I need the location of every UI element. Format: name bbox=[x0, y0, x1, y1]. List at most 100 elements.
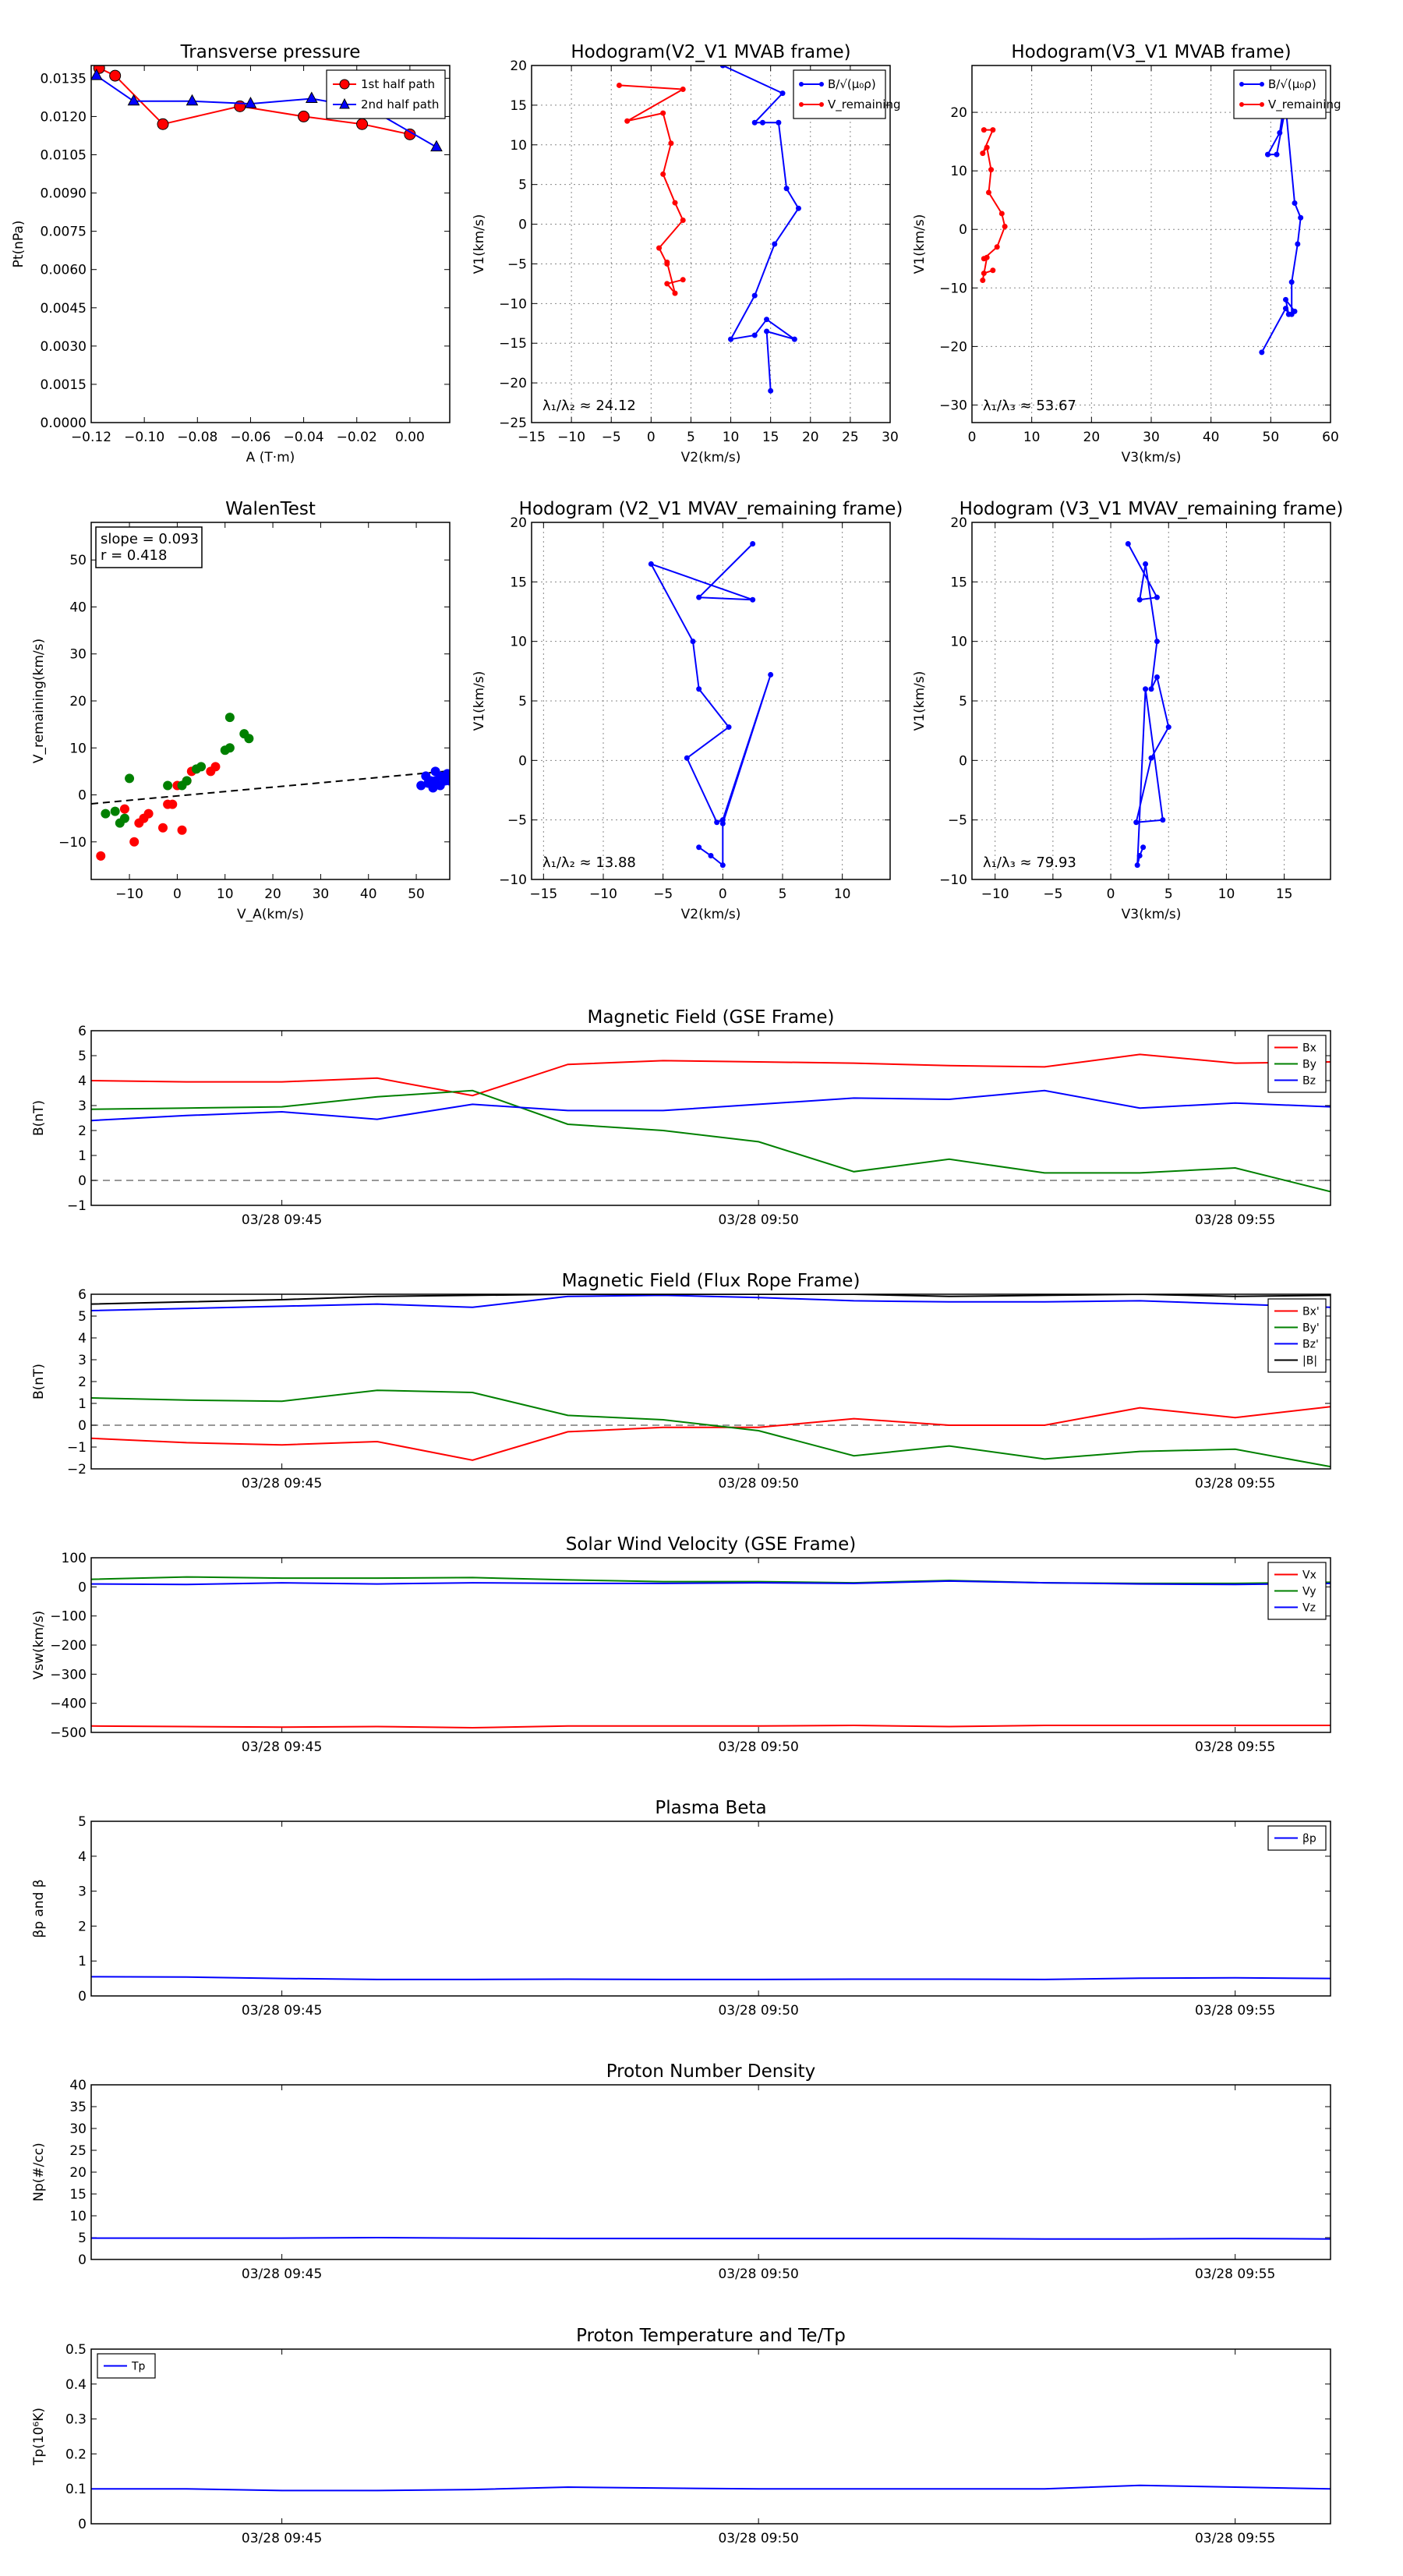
y-tick-label: 25 bbox=[69, 2143, 87, 2159]
legend-marker bbox=[339, 79, 350, 90]
data-point bbox=[1140, 844, 1147, 851]
y-tick-label: 2 bbox=[78, 1919, 87, 1934]
series-line bbox=[91, 2236, 1331, 2240]
legend: Bx' By' Bz' |B| bbox=[1267, 1298, 1327, 1373]
y-tick-label: 15 bbox=[69, 2187, 87, 2203]
x-axis-label: A (T·m) bbox=[246, 450, 295, 465]
data-point bbox=[168, 799, 178, 809]
legend-label: By' bbox=[1302, 1322, 1320, 1335]
data-point bbox=[416, 780, 426, 791]
y-axis: 0 0.1 0.2 0.3 0.4 0.5 bbox=[65, 2342, 1331, 2532]
y-tick-label: 20 bbox=[950, 515, 967, 531]
y-axis-label: V_remaining(km/s) bbox=[31, 639, 47, 763]
x-axis: 0 10 20 30 40 50 60 bbox=[968, 65, 1339, 445]
x-tick-label: 03/28 09:50 bbox=[718, 2531, 798, 2546]
x-tick-label: 20 bbox=[802, 430, 819, 445]
plot-frame bbox=[90, 1293, 1331, 1470]
y-tick-label: 0 bbox=[78, 788, 87, 804]
x-tick-label: 10 bbox=[1023, 430, 1041, 445]
data-point bbox=[244, 97, 257, 108]
legend-label: Tp bbox=[131, 2361, 146, 2373]
series-0 bbox=[1125, 540, 1172, 869]
y-tick-label: −400 bbox=[50, 1697, 87, 1712]
x-axis-label: V2(km/s) bbox=[681, 450, 741, 465]
y-tick-label: 5 bbox=[78, 1814, 87, 1830]
x-tick-label: −0.02 bbox=[337, 430, 377, 445]
y-tick-label: −10 bbox=[939, 872, 967, 888]
chart-title: Magnetic Field (Flux Rope Frame) bbox=[562, 1271, 861, 1291]
data-point bbox=[244, 734, 254, 744]
y-tick-label: 4 bbox=[78, 1849, 87, 1865]
data-point bbox=[177, 825, 187, 835]
y-tick-label: −20 bbox=[939, 339, 967, 355]
y-tick-label: −5 bbox=[948, 813, 967, 829]
x-axis: −0.12 −0.10 −0.08 −0.06 −0.04 −0.02 0.00 bbox=[71, 65, 425, 445]
chart-np: Proton Number Density 0 5 10 15 20 25 30 35 40 03/… bbox=[31, 2061, 1331, 2282]
y-tick-label: 3 bbox=[78, 1353, 87, 1368]
y-tick-label: 3 bbox=[78, 1884, 87, 1900]
data-point bbox=[1259, 349, 1265, 356]
y-axis-label: V1(km/s) bbox=[472, 671, 487, 731]
data-point bbox=[708, 852, 714, 858]
x-axis: 03/28 09:45 03/28 09:50 03/28 09:55 bbox=[242, 1031, 1275, 1228]
legend-label: 1st half path bbox=[361, 77, 435, 91]
x-tick-label: 40 bbox=[360, 886, 377, 902]
x-tick-label: 5 bbox=[779, 886, 787, 902]
y-tick-label: 5 bbox=[78, 1049, 87, 1064]
x-tick-label: −0.04 bbox=[284, 430, 324, 445]
y-tick-label: 10 bbox=[950, 635, 967, 650]
y-axis: −1 0 1 2 3 4 5 6 bbox=[67, 1024, 1331, 1214]
series-Bz' bbox=[91, 1294, 1331, 1311]
x-tick-label: 30 bbox=[313, 886, 330, 902]
plot-area bbox=[616, 65, 801, 394]
data-point bbox=[696, 594, 702, 600]
legend: βp bbox=[1267, 1825, 1327, 1851]
data-point bbox=[1133, 819, 1140, 826]
legend-frame bbox=[326, 69, 446, 119]
legend-label: Bz' bbox=[1302, 1339, 1319, 1351]
legend-marker bbox=[1239, 102, 1244, 107]
y-axis: 0.0000 0.0015 0.0030 0.0045 0.0060 0.0075 0.00… bbox=[41, 71, 450, 431]
y-axis-label: V1(km/s) bbox=[912, 214, 928, 274]
x-tick-label: 03/28 09:45 bbox=[242, 1739, 322, 1755]
y-axis-label: V1(km/s) bbox=[472, 214, 487, 274]
x-tick-label: 0 bbox=[719, 886, 727, 902]
series-line bbox=[91, 1294, 1331, 1311]
data-point bbox=[656, 245, 663, 251]
y-tick-label: 35 bbox=[69, 2100, 87, 2115]
y-tick-label: 30 bbox=[69, 2121, 87, 2137]
plot-frame bbox=[90, 1821, 1331, 1997]
x-axis: 03/28 09:45 03/28 09:50 03/28 09:55 bbox=[242, 2085, 1275, 2282]
y-tick-label: −5 bbox=[507, 813, 527, 829]
y-tick-label: −1 bbox=[67, 1198, 87, 1214]
x-tick-label: 03/28 09:50 bbox=[718, 1476, 798, 1491]
y-tick-label: 10 bbox=[69, 741, 87, 756]
data-point bbox=[109, 69, 122, 82]
x-tick-label: 30 bbox=[1143, 430, 1160, 445]
plot-frame bbox=[531, 522, 891, 880]
legend-marker bbox=[1239, 82, 1244, 87]
data-point bbox=[728, 336, 734, 342]
y-tick-label: 0.0000 bbox=[41, 416, 87, 431]
data-point bbox=[616, 82, 622, 88]
y-axis-label: Pt(nPa) bbox=[11, 221, 27, 268]
series-0 bbox=[648, 540, 774, 869]
data-point bbox=[186, 94, 199, 106]
data-point bbox=[445, 776, 450, 786]
series-line bbox=[91, 1389, 1331, 1468]
legend-label: Vx bbox=[1302, 1569, 1316, 1582]
chart-title: Hodogram(V2_V1 MVAB frame) bbox=[571, 42, 850, 62]
data-point bbox=[127, 94, 140, 106]
y-tick-label: −300 bbox=[50, 1667, 87, 1683]
data-point bbox=[1136, 596, 1143, 603]
x-tick-label: −0.12 bbox=[71, 430, 111, 445]
y-tick-label: −25 bbox=[499, 416, 527, 431]
legend-marker bbox=[799, 102, 804, 107]
y-tick-label: −200 bbox=[50, 1638, 87, 1654]
y-tick-label: 0 bbox=[959, 753, 967, 769]
x-axis: 03/28 09:45 03/28 09:50 03/28 09:55 bbox=[242, 1294, 1275, 1491]
x-tick-label: 03/28 09:55 bbox=[1195, 1739, 1275, 1755]
data-point bbox=[750, 596, 756, 603]
x-tick-label: 15 bbox=[762, 430, 779, 445]
y-tick-label: 0.3 bbox=[65, 2412, 87, 2428]
